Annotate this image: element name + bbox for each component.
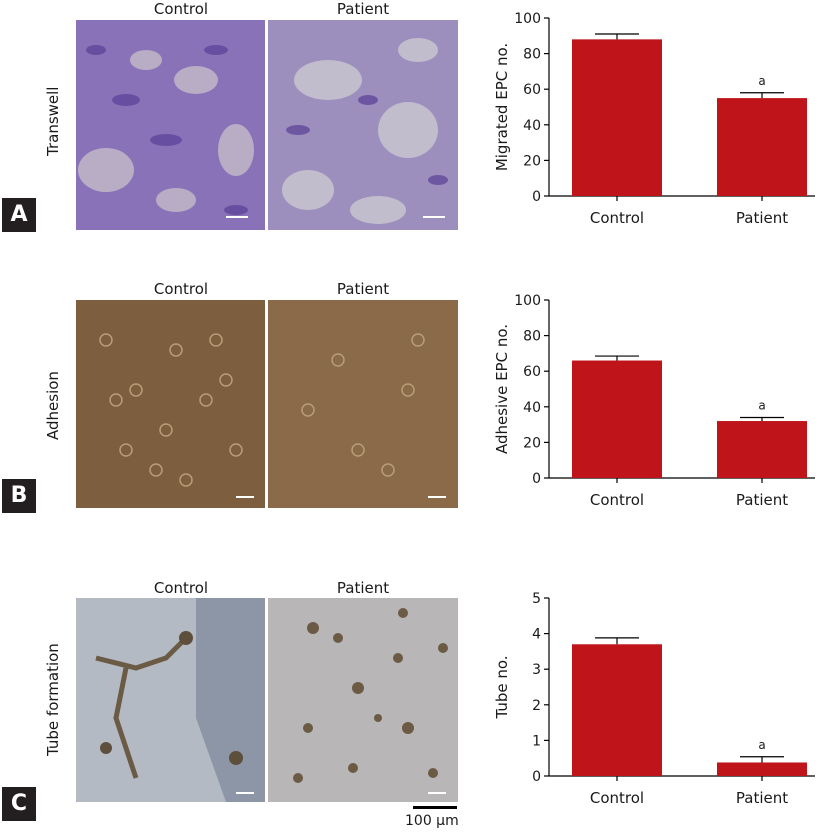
row-label-tube-formation: Tube formation [44,643,62,756]
micrograph-transwell-control [76,20,265,230]
image-label-control-b: Control [153,280,209,298]
y-axis-label: Adhesive EPC no. [493,324,511,454]
panel-badge-a: A [2,198,36,232]
bar-control [572,39,662,196]
scale-bar-label: 100 μm [405,813,459,829]
y-tick-label: 40 [523,118,541,134]
y-tick-label: 5 [532,591,541,607]
bar-control [572,360,662,478]
y-tick-label: 40 [523,400,541,416]
significance-marker: a [758,738,765,752]
y-tick-label: 4 [532,627,541,643]
image-label-patient-c: Patient [336,579,390,597]
micrograph-adhesion-control [76,300,265,508]
y-tick-label: 0 [532,189,541,205]
x-tick-label: Patient [736,789,788,807]
panel-badge-b: B [2,479,36,513]
image-label-patient-a: Patient [336,0,390,18]
y-axis-label: Tube no. [493,655,511,719]
row-label-transwell: Transwell [44,86,62,156]
y-tick-label: 100 [514,293,541,309]
bar-patient [717,421,807,478]
y-tick-label: 2 [532,698,541,714]
y-axis-label: Migrated EPC no. [493,43,511,171]
panel-badge-c: C [2,787,36,821]
bar-patient [717,98,807,196]
micrograph-transwell-patient [268,20,458,230]
x-tick-label: Control [590,209,644,227]
scale-bar [413,806,457,809]
micrograph-tube-patient [268,598,458,802]
bar-control [572,644,662,776]
x-tick-label: Control [590,789,644,807]
micrograph-tube-control [76,598,265,802]
bar-patient [717,762,807,776]
significance-marker: a [758,398,765,412]
x-tick-label: Control [590,491,644,509]
y-tick-label: 60 [523,82,541,98]
x-tick-label: Patient [736,209,788,227]
y-tick-label: 20 [523,435,541,451]
y-tick-label: 0 [532,769,541,785]
y-tick-label: 20 [523,153,541,169]
y-tick-label: 80 [523,47,541,63]
y-tick-label: 60 [523,364,541,380]
y-tick-label: 0 [532,471,541,487]
bar-chart-tube: 0 1 2 3 4 5 Tube no. Control a Patient [493,591,815,807]
y-tick-label: 100 [514,11,541,27]
significance-marker: a [758,74,765,88]
y-tick-label: 80 [523,329,541,345]
micrograph-adhesion-patient [268,300,458,508]
image-label-control-c: Control [153,579,209,597]
x-tick-label: Patient [736,491,788,509]
row-label-adhesion: Adhesion [44,371,62,440]
image-label-patient-b: Patient [336,280,390,298]
y-tick-label: 1 [532,733,541,749]
image-label-control-a: Control [153,0,209,18]
y-tick-label: 3 [532,662,541,678]
